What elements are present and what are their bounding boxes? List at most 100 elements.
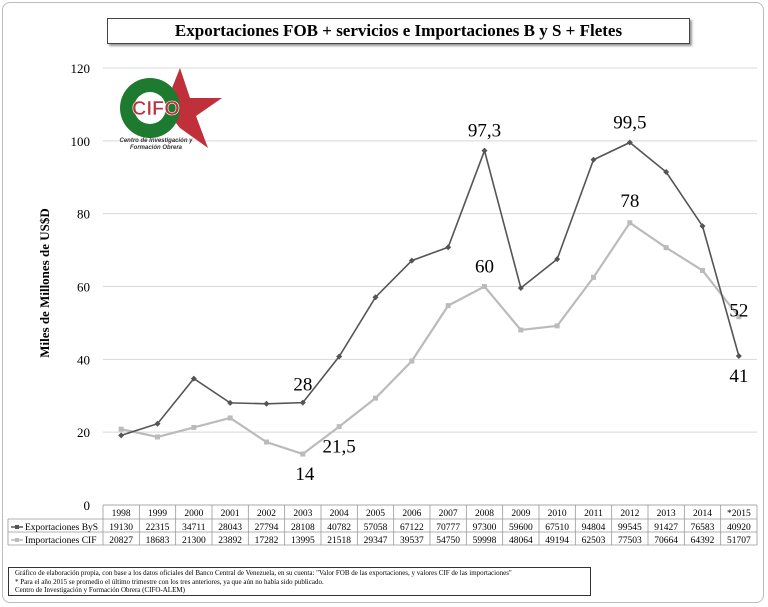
x-tick-label: 2002 [257,509,276,519]
x-tick-label: 2003 [293,509,312,519]
cifo-logo-graphic: CIFO [120,68,222,148]
y-tick-label: 40 [77,352,90,367]
table-cell: 57058 [364,523,388,533]
table-cell: 28043 [218,523,242,533]
table-cell: 17282 [255,536,279,546]
table-cell: 51707 [727,536,751,546]
table-cell: 13995 [291,536,315,546]
data-point [518,327,524,333]
x-tick-label: 2007 [439,509,458,519]
svg-text:CIFO: CIFO [132,98,180,120]
data-point [408,257,415,264]
data-label: 14 [295,464,315,485]
data-point [481,147,488,154]
table-cell: 48064 [509,536,533,546]
legend-label: Importaciones CIF [25,536,97,546]
data-label: 60 [475,257,494,278]
x-tick-label: 2009 [511,509,530,519]
data-point [299,399,306,406]
chart-title: Exportaciones FOB + servicios e Importac… [107,18,690,44]
x-tick-label: 1998 [112,509,131,519]
y-tick-label: 20 [77,425,90,440]
footnote-box: Gráfico de elaboración propia, con base … [8,567,591,596]
table-cell: 20827 [109,536,133,546]
data-point [663,169,670,176]
table-cell: 62503 [582,536,606,546]
data-point [227,399,234,406]
x-tick-label: 2012 [620,509,639,519]
x-tick-label: *2015 [727,509,751,519]
data-point [155,434,160,440]
table-cell: 94804 [582,523,606,533]
table-cell: 21300 [182,536,206,546]
data-point [700,268,705,274]
footnote-line: Gráfico de elaboración propia, con base … [15,569,512,577]
logo-subtitle: Centro de Investigación y Formación Obre… [119,138,193,151]
data-point [627,220,633,226]
data-label: 52 [729,301,748,322]
data-point [699,223,706,230]
data-point [373,395,378,401]
data-point [736,314,742,320]
data-label: 28 [293,375,312,396]
x-tick-label: 2000 [184,509,203,519]
table-cell: 70664 [654,536,678,546]
x-tick-label: 2004 [330,509,349,519]
x-tick-label: 2005 [366,509,385,519]
table-cell: 22315 [146,523,170,533]
table-cell: 23892 [218,536,242,546]
series-line [120,221,740,456]
table-cell: 59600 [509,523,533,533]
data-point [554,256,561,263]
y-tick-label: 120 [71,61,91,76]
data-point [663,245,669,251]
data-point [445,303,451,309]
table-cell: 97300 [473,523,497,533]
table-cell: 91427 [654,523,678,533]
data-point [554,323,560,329]
y-tick-label: 100 [71,134,91,149]
table-cell: 99545 [618,523,642,533]
data-point [191,424,197,430]
data-label: 78 [620,191,639,212]
data-point [336,424,342,430]
table-cell: 39537 [400,536,424,546]
legend-marker [15,538,19,542]
data-point [590,156,597,163]
table-cell: 21518 [327,536,351,546]
footnote-line: Centro de Investigación y Formación Obre… [15,586,185,594]
x-tick-label: 2014 [693,509,712,519]
x-tick-label: 2010 [548,509,567,519]
x-tick-label: 2001 [221,509,240,519]
table-cell: 34711 [182,523,206,533]
data-point [591,274,596,280]
y-axis-label: Miles de Millones de US$D [37,208,52,358]
cifo-logo: CIFO [112,68,222,168]
data-point [190,375,197,382]
x-tick-label: 2011 [584,509,603,519]
data-point [263,400,270,407]
table-cell: 40782 [327,523,351,533]
data-point [118,426,124,432]
data-point [482,284,487,290]
table-cell: 64392 [691,536,715,546]
table-cell: 29347 [364,536,388,546]
data-label: 41 [729,366,748,387]
series-line [120,141,740,437]
table-cell: 67122 [400,523,424,533]
legend-label: Exportaciones ByS [25,523,98,533]
data-label: 97,3 [468,121,501,142]
table-cell: 59998 [473,536,497,546]
data-point [445,244,452,251]
y-tick-label: 0 [84,498,91,513]
y-tick-label: 60 [77,280,90,295]
data-point [264,439,269,445]
data-point [735,352,742,359]
table-cell: 70777 [436,523,460,533]
data-label: 21,5 [323,437,356,458]
data-label: 99,5 [613,112,646,133]
table-cell: 19130 [109,523,133,533]
table-cell: 77503 [618,536,642,546]
